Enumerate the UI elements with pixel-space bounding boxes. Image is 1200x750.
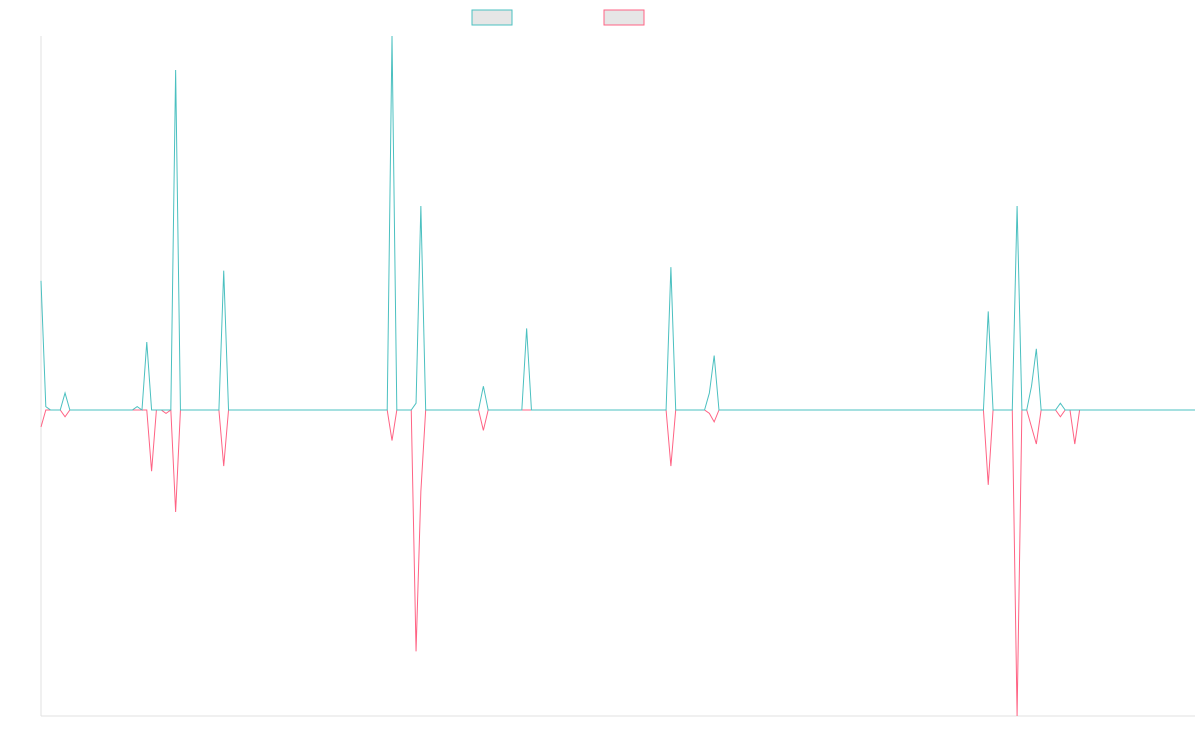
- legend-swatch[interactable]: [471, 9, 513, 26]
- legend-swatch[interactable]: [603, 9, 645, 26]
- line-series: [40, 409, 1195, 717]
- line-series: [40, 35, 1195, 411]
